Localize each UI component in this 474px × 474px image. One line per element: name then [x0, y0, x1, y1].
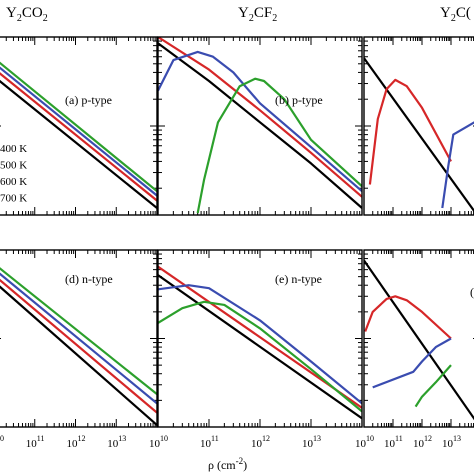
- legend-entry: 700 K: [0, 193, 27, 205]
- series-line-0: [364, 259, 474, 421]
- series-line-3: [196, 77, 362, 214]
- series-group: [158, 37, 362, 214]
- series-line-2: [441, 121, 474, 209]
- series-line-2: [0, 66, 157, 197]
- panel-1: (b) p-type: [157, 36, 363, 216]
- x-tick-label: 1012: [251, 434, 270, 450]
- series-line-3: [414, 364, 452, 408]
- panel-frame: [157, 249, 363, 428]
- series-line-3: [158, 300, 362, 413]
- series-line-1: [364, 295, 452, 340]
- column-title-y2cf2: Y2CF2: [238, 5, 277, 24]
- panel-label: (b) p-type: [275, 93, 323, 107]
- series-group: [0, 61, 157, 209]
- x-axis-label: ρ (cm-2): [208, 456, 247, 472]
- series-line-1: [0, 278, 157, 414]
- series-line-0: [364, 57, 474, 213]
- panel-frame: [157, 36, 363, 216]
- panel-frame: [363, 249, 474, 428]
- panel-frame: [363, 36, 474, 216]
- panel-4: (e) n-type 1010 1011 1012 1013: [149, 249, 363, 450]
- series-line-0: [0, 285, 157, 426]
- x-tick-label: 1010: [0, 434, 4, 450]
- legend: 400 K 500 K 600 K 700 K: [0, 143, 27, 205]
- panel-2: [363, 36, 474, 216]
- panel-3: (d) n-type 1010 1011 1012 1013: [0, 249, 158, 450]
- panel-label: (a) p-type: [65, 93, 112, 107]
- x-tick-label: 1011: [200, 434, 219, 450]
- x-tick-label: 1010: [355, 434, 374, 450]
- panel-0: (a) p-type 400 K 500 K 600 K 700 K: [0, 36, 158, 216]
- legend-entry: 600 K: [0, 176, 27, 188]
- series-line-1: [158, 37, 362, 198]
- series-line-2: [158, 284, 362, 405]
- legend-entry: 500 K: [0, 160, 27, 172]
- panel-frame: [0, 249, 158, 428]
- x-tick-label: 1011: [384, 434, 403, 450]
- series-line-1: [0, 72, 157, 202]
- column-title-y2co2: Y2CO2: [6, 5, 48, 24]
- x-tick-label: 1012: [413, 434, 432, 450]
- series-line-0: [158, 274, 362, 420]
- x-tick-label: 1013: [302, 434, 321, 450]
- panel-frame: [0, 36, 158, 216]
- panel-label: (e) n-type: [275, 272, 322, 286]
- series-line-0: [0, 79, 157, 209]
- panel-5: (1010 1011 1012 1013: [355, 249, 474, 450]
- x-tick-label: 1011: [26, 434, 45, 450]
- series-line-2: [0, 272, 157, 405]
- series-line-3: [0, 61, 157, 193]
- series-line-2: [158, 50, 362, 193]
- series-group: [364, 57, 474, 213]
- series-group: [158, 265, 362, 420]
- series-group: [364, 259, 474, 421]
- series-line-3: [0, 267, 157, 396]
- column-title-y2c: Y2C(: [440, 5, 471, 24]
- legend-entry: 400 K: [0, 143, 27, 155]
- series-line-2: [372, 337, 452, 389]
- series-group: [0, 267, 157, 426]
- panel-label: (d) n-type: [65, 272, 113, 286]
- x-tick-label: 1013: [442, 434, 461, 450]
- x-tick-label: 1010: [149, 434, 168, 450]
- series-line-0: [158, 42, 362, 209]
- panel-label: (: [470, 285, 474, 299]
- x-tick-label: 1013: [107, 434, 126, 450]
- series-line-1: [368, 78, 452, 185]
- x-tick-label: 1012: [67, 434, 86, 450]
